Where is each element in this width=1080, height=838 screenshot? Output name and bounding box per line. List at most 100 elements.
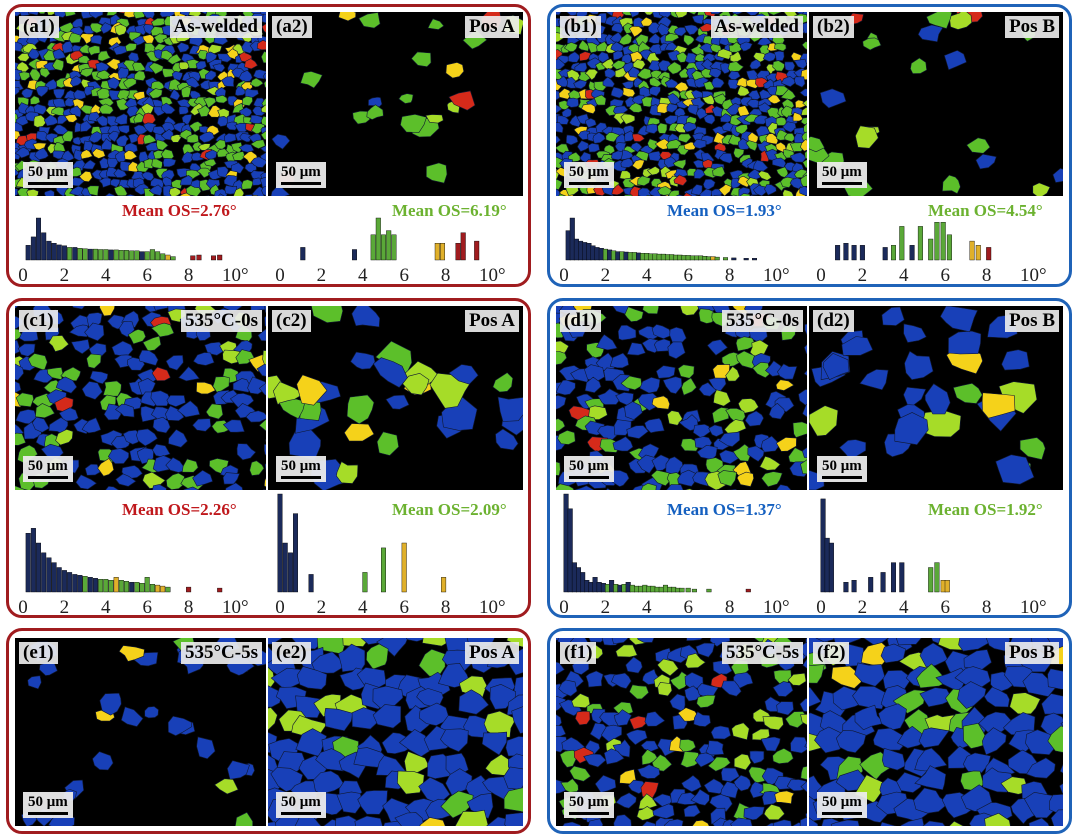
grain bbox=[104, 192, 116, 196]
grain bbox=[176, 42, 190, 53]
grain bbox=[1009, 692, 1041, 715]
histogram-c1: 0 2 4 6 8 10° bbox=[18, 528, 249, 616]
grain bbox=[15, 188, 19, 196]
grain bbox=[615, 792, 637, 809]
map-f1: (f1) 535°C-5s 50 μm bbox=[556, 638, 807, 826]
histogram-bar bbox=[588, 581, 594, 593]
histogram-bar bbox=[67, 572, 73, 593]
grain bbox=[234, 85, 247, 97]
grain bbox=[984, 812, 1011, 826]
histogram-bar bbox=[293, 513, 299, 593]
grain bbox=[376, 638, 409, 657]
grain bbox=[82, 159, 96, 170]
grain bbox=[39, 67, 51, 79]
grain bbox=[784, 61, 796, 71]
grain bbox=[97, 458, 115, 477]
grain bbox=[458, 689, 490, 715]
grain bbox=[571, 693, 591, 709]
scale-bar-a2: 50 μm bbox=[276, 162, 326, 188]
histogram-bar bbox=[460, 232, 466, 261]
scale-bar-f1: 50 μm bbox=[564, 792, 614, 818]
histogram-bar bbox=[46, 240, 52, 261]
grain bbox=[880, 821, 897, 826]
grain bbox=[338, 12, 357, 22]
grain bbox=[632, 59, 646, 70]
frame-f bbox=[547, 628, 1072, 834]
grain bbox=[397, 770, 425, 795]
grain bbox=[881, 747, 906, 771]
grain bbox=[16, 52, 30, 62]
grain bbox=[242, 95, 253, 107]
grain bbox=[637, 638, 655, 643]
grain bbox=[985, 638, 1011, 652]
histogram-bar bbox=[160, 253, 166, 261]
histogram-bar bbox=[108, 249, 114, 261]
grain bbox=[556, 115, 570, 125]
grain bbox=[752, 361, 771, 379]
grain bbox=[629, 715, 647, 730]
grain bbox=[48, 335, 70, 352]
histogram-bar bbox=[594, 247, 600, 261]
grain bbox=[342, 638, 367, 647]
histogram-bar bbox=[843, 243, 849, 261]
grain bbox=[937, 638, 966, 651]
grain bbox=[683, 34, 695, 46]
tick-label: 10° bbox=[763, 597, 790, 616]
grain bbox=[859, 369, 889, 391]
grain bbox=[730, 817, 753, 826]
grain bbox=[113, 168, 128, 178]
grain bbox=[711, 407, 730, 424]
grain bbox=[52, 124, 69, 136]
grain bbox=[713, 389, 731, 407]
grain bbox=[772, 681, 794, 697]
grain bbox=[133, 12, 146, 19]
grain bbox=[16, 187, 30, 196]
scale-text-c2: 50 μm bbox=[281, 458, 321, 474]
tick-label: 2 bbox=[317, 597, 327, 616]
grain bbox=[790, 736, 807, 754]
histogram-bar bbox=[92, 248, 98, 261]
grain bbox=[718, 431, 741, 447]
grain bbox=[787, 672, 807, 686]
grain bbox=[674, 27, 687, 37]
histogram-b1: 0 2 4 6 8 10° bbox=[559, 217, 790, 284]
histogram-bar bbox=[351, 249, 357, 261]
grain bbox=[896, 725, 928, 749]
histogram-bar bbox=[650, 585, 656, 593]
grain bbox=[666, 410, 683, 426]
grain bbox=[666, 61, 682, 75]
grain bbox=[86, 185, 100, 196]
grain bbox=[492, 372, 514, 393]
grain bbox=[703, 114, 716, 125]
grain bbox=[132, 61, 147, 73]
grain bbox=[578, 39, 590, 52]
grain bbox=[557, 430, 576, 445]
tick-label: 2 bbox=[858, 265, 868, 284]
grain bbox=[630, 142, 643, 153]
grain bbox=[448, 364, 479, 385]
grain bbox=[100, 22, 113, 34]
histogram-bar bbox=[308, 574, 314, 593]
panel-id-b2: (b2) bbox=[813, 16, 854, 38]
grain bbox=[579, 51, 592, 62]
grain bbox=[646, 194, 651, 196]
grain bbox=[799, 816, 807, 826]
histogram-bar bbox=[380, 547, 386, 593]
panel-title-b2: Pos B bbox=[1005, 16, 1059, 38]
grain bbox=[647, 138, 659, 151]
grain bbox=[768, 12, 782, 16]
grain bbox=[70, 339, 91, 355]
grain bbox=[188, 121, 203, 133]
grain bbox=[556, 178, 563, 190]
grain bbox=[800, 765, 807, 780]
grain bbox=[115, 98, 130, 111]
tick-label: 10° bbox=[479, 265, 506, 284]
histogram-bar bbox=[98, 249, 104, 261]
grain bbox=[772, 819, 792, 826]
grain bbox=[117, 124, 130, 134]
grain bbox=[556, 12, 562, 16]
grain bbox=[716, 48, 733, 60]
grain bbox=[612, 50, 624, 61]
grain bbox=[264, 444, 266, 456]
grain bbox=[690, 788, 710, 806]
